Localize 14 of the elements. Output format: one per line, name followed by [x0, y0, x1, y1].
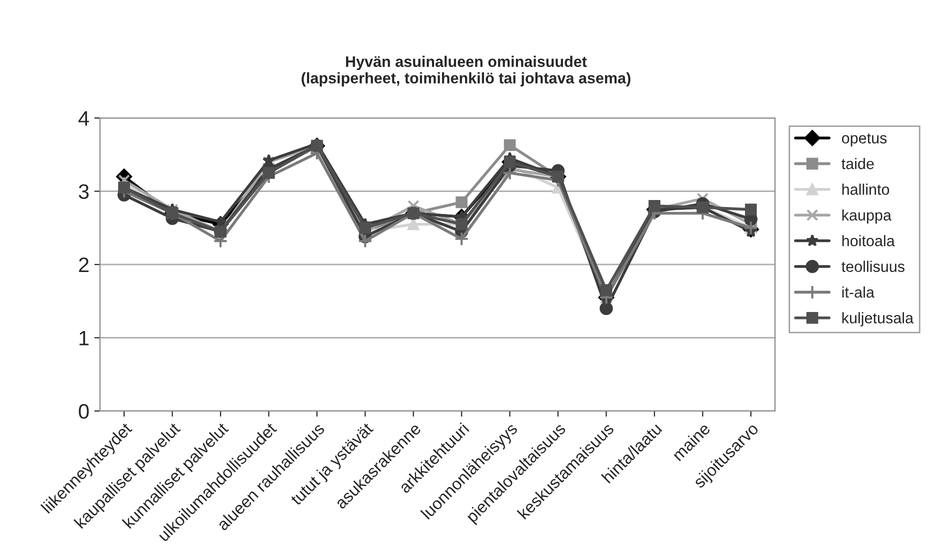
legend-label: it-ala — [842, 286, 874, 298]
legend-label: hoitoala — [842, 235, 895, 246]
legend-label: hallinto — [842, 184, 890, 195]
legend-label: taide — [842, 158, 874, 170]
chart-title: Hyvän asuinalueen ominaisuudet (lapsiperheet, toimihenkilö tai johtava asema) — [302, 56, 630, 86]
legend-label: opetus — [842, 133, 887, 147]
legend-label: teollisuus — [842, 260, 904, 272]
y-tick-label: 1 — [80, 330, 89, 346]
y-tick-label: 0 — [78, 404, 89, 419]
y-tick-label: 2 — [79, 258, 89, 272]
y-tick-label: 3 — [78, 184, 89, 200]
legend-label: kauppa — [842, 209, 892, 224]
legend-label: kuljetusala — [842, 312, 914, 326]
y-tick-label: 4 — [78, 111, 89, 126]
